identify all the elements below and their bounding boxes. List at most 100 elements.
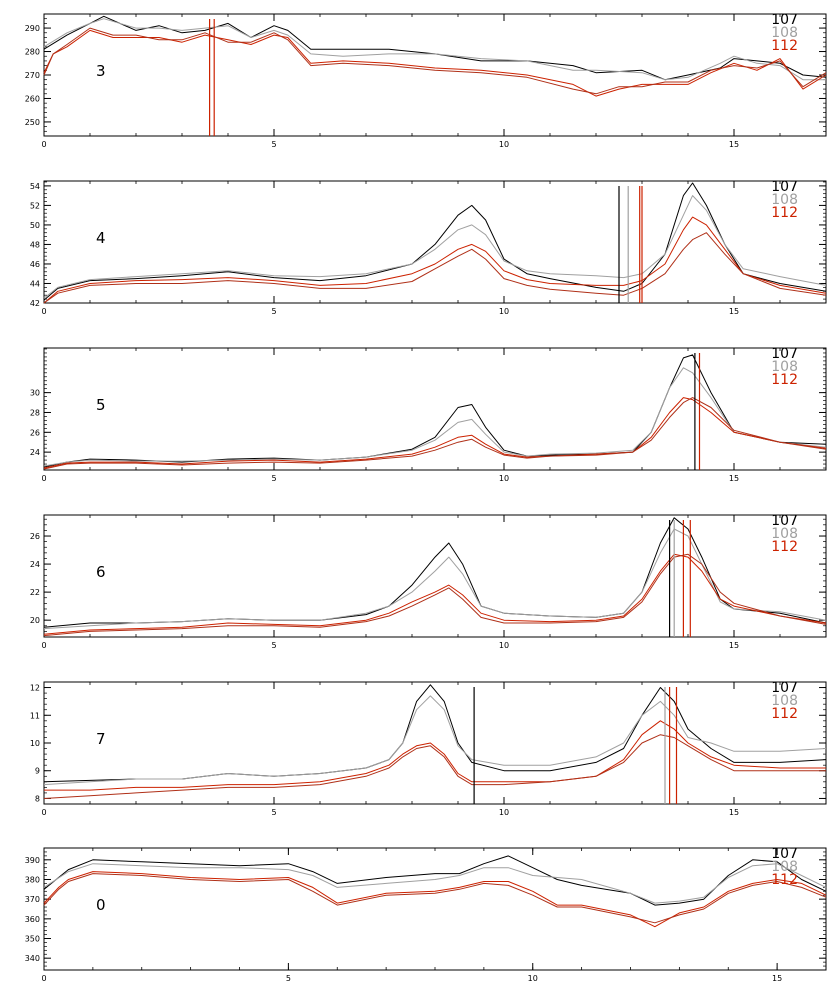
x-tick-label: 10 <box>499 307 509 316</box>
legend-entry-108: 108 <box>771 25 798 41</box>
y-tick-label: 250 <box>25 118 40 127</box>
x-tick-label: 15 <box>729 641 739 650</box>
legend-entry-107: 107 <box>771 346 798 362</box>
y-tick-label: 48 <box>30 240 40 249</box>
x-tick-label: 5 <box>271 307 276 316</box>
series-line-112 <box>43 553 827 635</box>
x-tick-label: 5 <box>271 140 276 149</box>
y-tick-label: 10 <box>30 739 40 748</box>
series-line-112 <box>43 232 827 304</box>
x-tick-label: 15 <box>729 307 739 316</box>
panel-label: 6 <box>96 563 106 581</box>
series-line-107 <box>43 855 827 906</box>
x-tick-label: 0 <box>41 808 46 817</box>
legend-entry-112: 112 <box>771 539 798 555</box>
y-tick-label: 24 <box>30 448 40 457</box>
legend-entry-107: 107 <box>771 846 798 862</box>
plot-frame <box>43 347 827 471</box>
x-tick-label: 15 <box>729 474 739 483</box>
panel-label: 0 <box>96 896 106 914</box>
series-line-112 <box>43 27 827 95</box>
x-tick-label: 10 <box>499 641 509 650</box>
panel-label: 7 <box>96 730 106 748</box>
y-tick-label: 28 <box>30 408 40 417</box>
legend-entry-108: 108 <box>771 192 798 208</box>
legend-entry-107: 107 <box>771 179 798 195</box>
panel-label: 3 <box>96 62 106 80</box>
plot-frame <box>43 180 827 304</box>
x-tick-label: 0 <box>41 974 46 983</box>
y-tick-label: 46 <box>30 260 40 269</box>
y-tick-label: 260 <box>25 94 40 103</box>
series-line-112 <box>43 397 827 470</box>
x-tick-label: 5 <box>271 641 276 650</box>
legend-entry-112: 112 <box>771 372 798 388</box>
panel-label: 5 <box>96 396 106 414</box>
y-tick-label: 370 <box>25 895 40 904</box>
x-tick-label: 10 <box>499 808 509 817</box>
x-tick-label: 15 <box>772 974 782 983</box>
y-tick-label: 24 <box>30 560 40 569</box>
series-line-112 <box>43 871 827 928</box>
y-tick-label: 340 <box>25 954 40 963</box>
x-tick-label: 10 <box>499 140 509 149</box>
series-line-108 <box>43 695 827 786</box>
legend-entry-108: 108 <box>771 526 798 542</box>
y-tick-label: 44 <box>30 279 40 288</box>
series-line-112 <box>43 734 826 799</box>
y-tick-label: 26 <box>30 428 40 437</box>
plot-frame <box>43 514 827 638</box>
x-tick-label: 0 <box>41 474 46 483</box>
y-tick-label: 42 <box>30 299 40 308</box>
legend-entry-112: 112 <box>771 872 798 888</box>
x-tick-label: 10 <box>499 474 509 483</box>
panel-label: 4 <box>96 229 106 247</box>
series-line-107 <box>43 15 827 81</box>
y-tick-label: 360 <box>25 915 40 924</box>
series-line-112 <box>43 553 827 637</box>
series-line-108 <box>43 367 827 467</box>
legend-entry-107: 107 <box>771 513 798 529</box>
x-tick-label: 15 <box>729 140 739 149</box>
y-tick-label: 390 <box>25 856 40 865</box>
series-line-108 <box>43 528 827 630</box>
legend-entry-112: 112 <box>771 38 798 54</box>
plot-frame <box>43 13 827 137</box>
y-tick-label: 26 <box>30 532 40 541</box>
series-line-112 <box>44 720 826 791</box>
series-line-107 <box>43 182 827 301</box>
y-tick-label: 280 <box>25 48 40 57</box>
y-tick-label: 20 <box>30 616 40 625</box>
legend-entry-108: 108 <box>771 693 798 709</box>
series-line-112 <box>43 216 827 304</box>
y-tick-label: 8 <box>35 794 40 803</box>
y-tick-label: 30 <box>30 389 40 398</box>
y-tick-label: 9 <box>35 767 40 776</box>
x-tick-label: 0 <box>41 307 46 316</box>
x-tick-label: 15 <box>729 808 739 817</box>
y-tick-label: 11 <box>30 711 40 720</box>
y-tick-label: 22 <box>30 588 40 597</box>
x-tick-label: 5 <box>286 974 291 983</box>
x-tick-label: 10 <box>528 974 538 983</box>
legend-entry-112: 112 <box>771 706 798 722</box>
y-tick-label: 12 <box>30 684 40 693</box>
series-line-107 <box>43 517 827 628</box>
y-tick-label: 270 <box>25 71 40 80</box>
x-tick-label: 0 <box>41 140 46 149</box>
legend-entry-107: 107 <box>771 680 798 696</box>
series-line-107 <box>43 684 827 783</box>
series-line-112 <box>43 29 827 97</box>
y-tick-label: 290 <box>25 24 40 33</box>
series-line-108 <box>43 195 827 299</box>
x-tick-label: 5 <box>271 474 276 483</box>
y-tick-label: 350 <box>25 935 40 944</box>
y-tick-label: 380 <box>25 875 40 884</box>
series-line-108 <box>43 18 826 81</box>
series-line-112 <box>43 873 827 924</box>
series-line-112 <box>43 397 827 469</box>
